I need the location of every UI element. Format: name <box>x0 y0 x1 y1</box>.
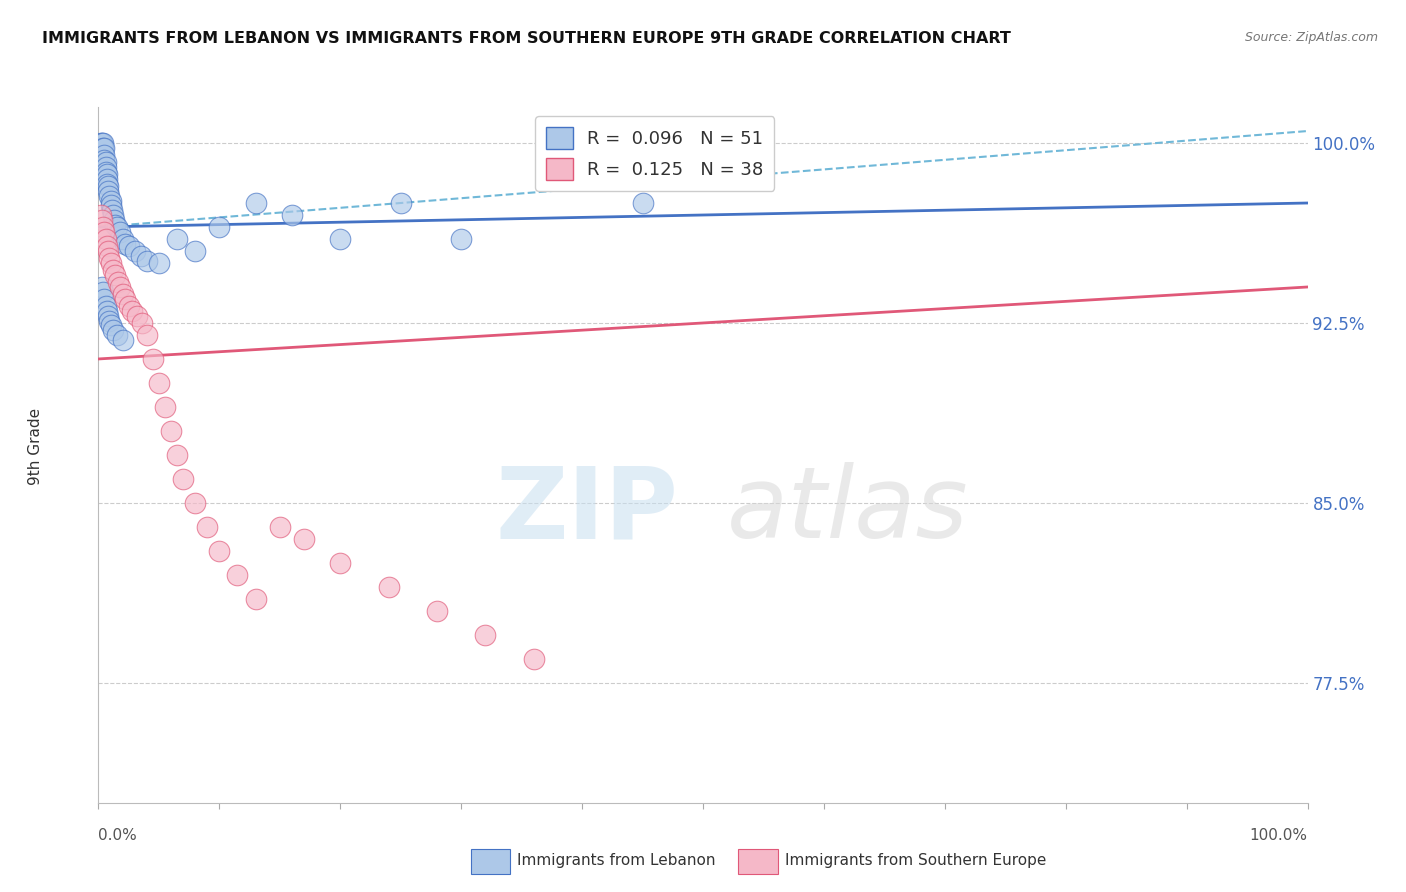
Point <box>292 532 315 546</box>
Point <box>108 280 131 294</box>
Point <box>91 285 114 299</box>
Point <box>94 155 117 169</box>
Point <box>94 160 117 174</box>
Point <box>100 203 122 218</box>
Point <box>450 232 472 246</box>
Point <box>93 153 115 167</box>
Point <box>105 219 128 234</box>
Point <box>208 544 231 558</box>
Point <box>93 225 115 239</box>
Text: Immigrants from Southern Europe: Immigrants from Southern Europe <box>785 854 1046 868</box>
Point <box>101 263 124 277</box>
Point <box>148 376 170 390</box>
Point <box>91 141 114 155</box>
Point <box>172 472 194 486</box>
Point <box>474 628 496 642</box>
Point <box>153 400 176 414</box>
Point <box>160 424 183 438</box>
Point <box>124 244 146 258</box>
Legend: R =  0.096   N = 51, R =  0.125   N = 38: R = 0.096 N = 51, R = 0.125 N = 38 <box>534 116 775 191</box>
Point <box>329 232 352 246</box>
Text: 100.0%: 100.0% <box>1250 828 1308 843</box>
Text: atlas: atlas <box>727 462 969 559</box>
Text: Source: ZipAtlas.com: Source: ZipAtlas.com <box>1244 31 1378 45</box>
Point <box>94 232 117 246</box>
Point <box>195 520 218 534</box>
Point <box>426 604 449 618</box>
Point <box>91 219 114 234</box>
Point <box>184 496 207 510</box>
Point <box>114 292 136 306</box>
Point <box>98 251 121 265</box>
Point <box>166 448 188 462</box>
Point <box>329 556 352 570</box>
Point <box>103 212 125 227</box>
Point <box>111 232 134 246</box>
Point <box>97 179 120 194</box>
Point <box>104 268 127 282</box>
Text: 0.0%: 0.0% <box>98 828 138 843</box>
Point <box>97 309 120 323</box>
Point <box>523 652 546 666</box>
Point <box>91 136 114 150</box>
Point <box>114 236 136 251</box>
Point <box>108 225 131 239</box>
Point <box>135 328 157 343</box>
Text: ZIP: ZIP <box>496 462 679 559</box>
Point <box>96 304 118 318</box>
Point <box>281 208 304 222</box>
Point <box>245 196 267 211</box>
Point <box>98 313 121 327</box>
Point <box>107 275 129 289</box>
Point <box>166 232 188 246</box>
Text: 9th Grade: 9th Grade <box>28 408 42 484</box>
Point <box>100 194 122 208</box>
Point <box>94 165 117 179</box>
Point <box>100 318 122 333</box>
Point <box>142 351 165 366</box>
Point <box>91 280 114 294</box>
Point <box>111 287 134 301</box>
Point <box>127 309 149 323</box>
Point <box>97 244 120 258</box>
Point <box>118 299 141 313</box>
Point <box>245 591 267 606</box>
Point <box>129 249 152 263</box>
Point <box>101 208 124 222</box>
Point <box>389 196 412 211</box>
Point <box>135 253 157 268</box>
Text: Immigrants from Lebanon: Immigrants from Lebanon <box>517 854 716 868</box>
Point <box>98 189 121 203</box>
Point <box>91 136 114 150</box>
Point <box>104 218 127 232</box>
Point <box>93 292 115 306</box>
Point <box>631 196 654 211</box>
Point <box>101 323 124 337</box>
Point <box>105 328 128 343</box>
Point <box>121 304 143 318</box>
Point <box>96 177 118 191</box>
Point <box>90 208 112 222</box>
Point <box>93 148 115 162</box>
Point <box>118 239 141 253</box>
Point <box>97 184 120 198</box>
Point <box>148 256 170 270</box>
Point <box>111 333 134 347</box>
Point <box>100 256 122 270</box>
Point <box>96 172 118 186</box>
Point <box>269 520 291 534</box>
Point <box>96 239 118 253</box>
Point <box>93 141 115 155</box>
Point <box>91 212 114 227</box>
Point <box>96 167 118 181</box>
Point <box>94 299 117 313</box>
Text: IMMIGRANTS FROM LEBANON VS IMMIGRANTS FROM SOUTHERN EUROPE 9TH GRADE CORRELATION: IMMIGRANTS FROM LEBANON VS IMMIGRANTS FR… <box>42 31 1011 46</box>
Point <box>184 244 207 258</box>
Point <box>131 316 153 330</box>
Point <box>226 567 249 582</box>
Point <box>90 136 112 150</box>
Point <box>100 198 122 212</box>
Point <box>377 580 399 594</box>
Point <box>208 219 231 234</box>
